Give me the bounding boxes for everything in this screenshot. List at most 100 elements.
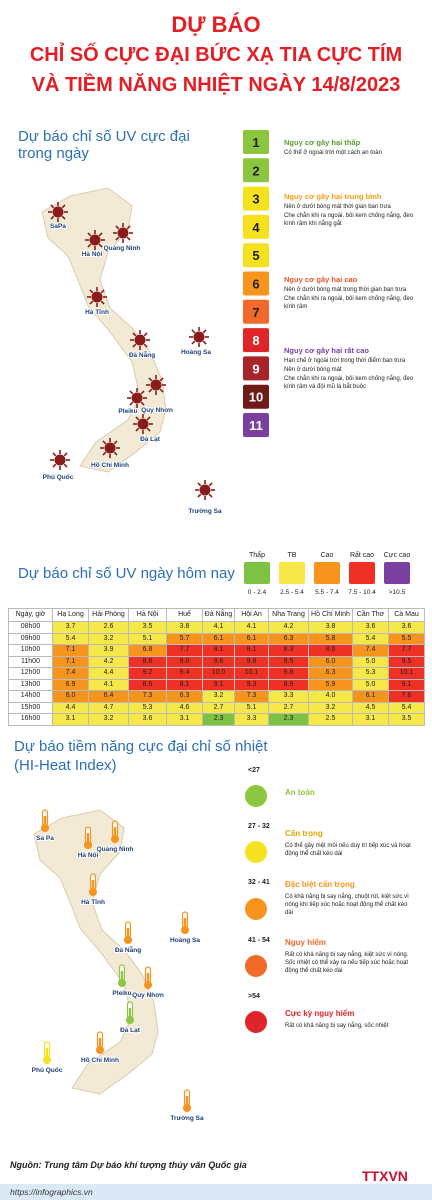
thermometer-icon — [183, 1089, 191, 1112]
title-line: CHỈ SỐ CỰC ĐẠI BỨC XẠ TIA CỰC TÍM — [29, 44, 403, 66]
heat-map — [33, 809, 159, 1095]
table-cell: 3.2 — [203, 691, 235, 703]
uv-group-note: Nên ở dưới bóng mát thời gian ban trưa — [284, 204, 391, 210]
sun-ray — [113, 440, 118, 445]
place-label: Quy Nhơn — [141, 407, 173, 414]
heat-note: Có khả năng bị say nắng, chuột rút, kiệt… — [285, 894, 409, 916]
uv-level-box — [243, 130, 269, 154]
sun-ray — [102, 451, 107, 456]
thermo-fill — [91, 880, 95, 890]
heat-note: Rất có khả năng bị say nắng, sốc nhiệt — [285, 1023, 389, 1029]
sun-ray — [208, 482, 213, 487]
table-cell: 3.7 — [53, 622, 89, 634]
uv-level-label: 8 — [252, 333, 259, 348]
thermo-bulb — [41, 824, 49, 832]
table-cell: 10h00 — [9, 645, 53, 657]
uv-group-note: Nên ở dưới bóng mát — [284, 367, 342, 373]
sun-ray — [98, 232, 103, 237]
thermo-fill — [43, 816, 47, 826]
sun-icon — [113, 223, 133, 243]
table-cell: 8.9 — [269, 679, 309, 691]
table-cell: 3.1 — [353, 714, 389, 726]
sun-ray — [52, 463, 57, 468]
table-cell: 9.1 — [203, 679, 235, 691]
legend-label: Rất cao — [350, 550, 374, 559]
sun-core — [137, 418, 149, 430]
thermometer-icon — [41, 809, 49, 832]
uv-level-label: 7 — [252, 305, 259, 320]
heat-swatch — [245, 1011, 267, 1033]
place-label: Sa Pa — [36, 835, 54, 842]
legend-range: 5.5 - 7.4 — [315, 589, 339, 596]
sun-ray — [208, 493, 213, 498]
sun-ray — [63, 463, 68, 468]
table-cell: 10.1 — [235, 668, 269, 680]
table-cell: 5.1 — [129, 633, 167, 645]
table-cell: Cần Thơ — [353, 609, 389, 622]
table-cell: 12h00 — [9, 668, 53, 680]
heat-range: 32 - 41 — [248, 879, 270, 886]
place-label: Hoàng Sa — [170, 937, 200, 944]
uv-level-box — [243, 328, 269, 353]
table-cell: 3.9 — [89, 645, 129, 657]
uv-group-note: Che chắn khi ra ngoài, bôi kem chống nắn… — [284, 376, 414, 390]
sun-ray — [89, 289, 94, 294]
table-cell: 3.2 — [89, 714, 129, 726]
table-cell: 10.1 — [389, 668, 425, 680]
uv-level-box — [243, 413, 269, 437]
table-cell: Hạ Long — [53, 609, 89, 622]
table-cell: 7.4 — [53, 668, 89, 680]
thermometer-icon — [84, 826, 92, 849]
place-label: Quảng Ninh — [97, 846, 134, 853]
thermo-bulb — [183, 1104, 191, 1112]
table-cell: 3.6 — [353, 622, 389, 634]
table-cell: 9.8 — [269, 668, 309, 680]
logo: TTXVN — [362, 1168, 408, 1184]
table-cell: 9.8 — [235, 656, 269, 668]
sun-ray — [140, 401, 145, 406]
table-cell: 9.5 — [389, 656, 425, 668]
table-cell: 8.0 — [309, 645, 353, 657]
table-cell: 3.2 — [309, 702, 353, 714]
thermo-bulb — [144, 981, 152, 989]
table-cell: 9.1 — [389, 679, 425, 691]
table-cell: 4.7 — [89, 702, 129, 714]
uv-group-note: Nên ở dưới bóng mát trong thời gian ban … — [284, 287, 407, 293]
legend-swatch — [349, 562, 375, 584]
heat-range: 27 - 32 — [248, 823, 270, 830]
section-title: Dự báo chỉ số UV ngày hôm nay — [18, 565, 235, 582]
table-cell: 3.5 — [389, 714, 425, 726]
table-cell: 5.3 — [353, 668, 389, 680]
place-label: Hà Tĩnh — [85, 309, 109, 316]
sun-ray — [197, 493, 202, 498]
map-outline — [33, 809, 159, 1095]
table-cell: 4.4 — [89, 668, 129, 680]
table-cell: 5.7 — [167, 633, 203, 645]
sun-ray — [126, 236, 131, 241]
table-cell: 8.6 — [129, 679, 167, 691]
table-cell: 2.3 — [269, 714, 309, 726]
table-cell: 14h00 — [9, 691, 53, 703]
table-cell: 3.5 — [129, 622, 167, 634]
uv-level-box — [243, 243, 269, 268]
thermo-fill — [183, 918, 187, 928]
thermometer-icon — [89, 873, 97, 896]
place-label: Phú Quốc — [32, 1066, 63, 1074]
thermo-fill — [98, 1038, 102, 1048]
heat-note: Rất có khả năng bị say nắng, kiệt sức vì… — [285, 952, 409, 974]
thermometer-icon — [124, 921, 132, 944]
table-cell: 5.4 — [53, 633, 89, 645]
table-cell: 7.4 — [353, 645, 389, 657]
place-label: Pleiku — [112, 990, 131, 997]
thermo-fill — [86, 833, 90, 843]
thermometer-icon — [43, 1041, 51, 1064]
sun-ray — [126, 225, 131, 230]
uv-level-box — [243, 384, 269, 409]
thermometer-icon — [144, 966, 152, 989]
table-cell: 3.3 — [235, 714, 269, 726]
thermo-bulb — [118, 979, 126, 987]
table-cell: 6.0 — [309, 656, 353, 668]
sun-ray — [50, 215, 55, 220]
thermo-bulb — [96, 1046, 104, 1054]
table-cell: 5.4 — [353, 633, 389, 645]
